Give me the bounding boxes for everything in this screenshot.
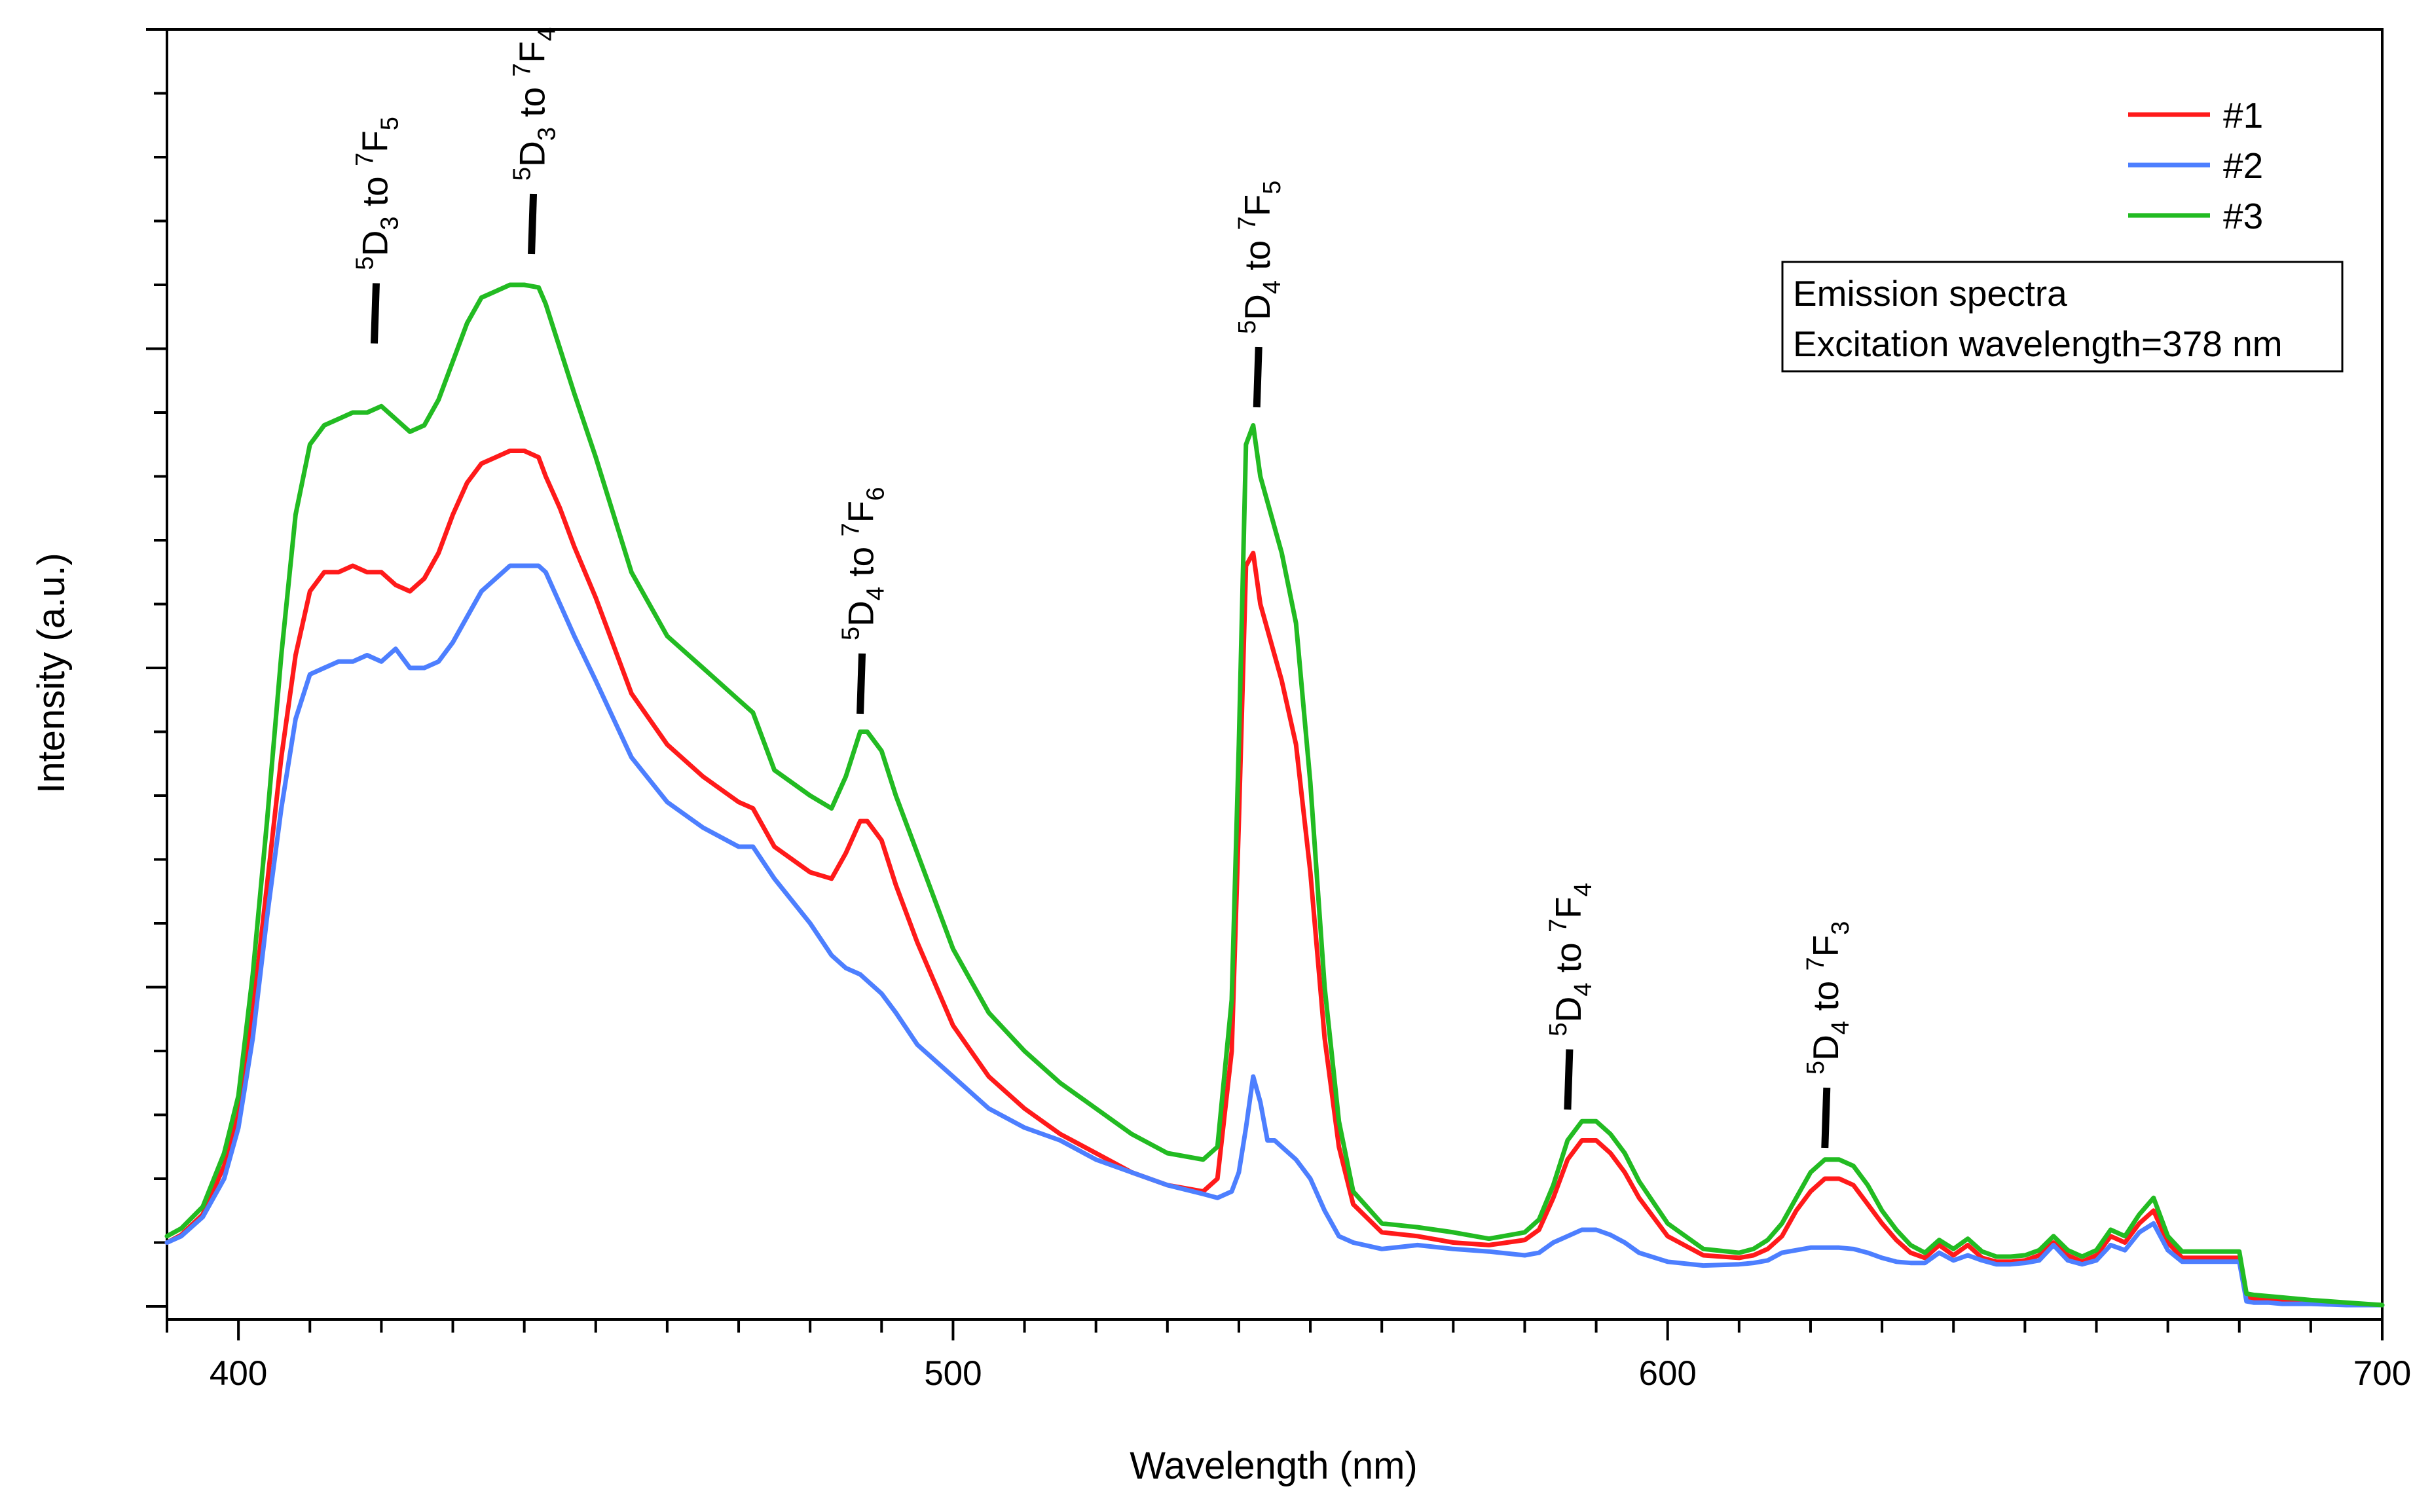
note-line-2: Excitation wavelength=378 nm [1793, 323, 2283, 364]
annotation-text-part: 7 [509, 63, 536, 77]
annotation-marker [857, 653, 866, 714]
series-line-3 [164, 282, 2385, 1308]
annotation-marker [1564, 1049, 1574, 1110]
annotation-text-part: 4 [1570, 883, 1597, 896]
series-line-1 [164, 449, 2385, 1308]
annotation-text-part: D [1548, 997, 1589, 1023]
annotation-text-part: to [1237, 230, 1278, 280]
annotation-label-1: 5D3 to 7F5 [351, 117, 403, 270]
annotation-text-part: 7 [351, 153, 378, 166]
annotation-text-part: to [1805, 971, 1846, 1021]
annotation-text-part: 4 [1570, 982, 1597, 996]
x-axis-title: Wavelength (nm) [1130, 1445, 1417, 1487]
annotation-text-part: 5 [1802, 1061, 1830, 1075]
annotation-text-part: 4 [1827, 1021, 1854, 1035]
legend-label-3: #3 [2223, 196, 2263, 236]
annotation-text-part: 5 [509, 167, 536, 181]
annotation-text-part: D [354, 230, 395, 257]
annotation-text-part: to [354, 166, 395, 216]
note-line-1: Emission spectra [1793, 273, 2067, 314]
annotation-label-6: 5D4 to 7F3 [1802, 921, 1854, 1075]
annotation-text-part: 4 [534, 28, 561, 41]
annotation-text-part: 3 [534, 127, 561, 141]
note-box: Emission spectra Excitation wavelength=37… [1781, 261, 2344, 373]
annotation-text-part: 5 [1234, 320, 1261, 334]
annotation-text-part: F [1237, 194, 1278, 217]
annotation-text-part: to [841, 537, 881, 587]
annotation-text-part: F [841, 501, 881, 523]
annotation-text-part: D [1237, 294, 1278, 320]
annotation-marker [1821, 1087, 1831, 1149]
annotation-text-part: 3 [376, 216, 403, 230]
annotation-text-part: 6 [862, 487, 890, 501]
annotation-text-part: 5 [351, 256, 378, 270]
annotation-text-part: 4 [1259, 280, 1286, 294]
x-tick-label: 500 [924, 1354, 982, 1393]
y-axis-title: Intensity (a.u.) [30, 553, 73, 793]
annotation-label-2: 5D3 to 7F4 [509, 28, 561, 181]
annotation-marker [528, 193, 538, 255]
annotation-text-part: D [512, 141, 553, 167]
annotation-text-part: F [1548, 896, 1589, 919]
annotation-text-part: to [512, 77, 553, 127]
legend-label-2: #2 [2223, 145, 2263, 186]
annotation-text-part: 7 [1545, 919, 1572, 932]
annotation-text-part: 5 [376, 117, 403, 130]
annotation-text-part: 5 [1545, 1022, 1572, 1036]
annotation-label-4: 5D4 to 7F5 [1234, 181, 1286, 334]
annotation-text-part: F [512, 41, 553, 64]
annotation-text-part: 4 [862, 587, 890, 600]
note-box-frame [1781, 261, 2344, 373]
plot-series [164, 282, 2385, 1308]
annotation-label-5: 5D4 to 7F4 [1545, 883, 1597, 1036]
annotation-text-part: 7 [838, 523, 865, 536]
annotation-text-part: 7 [1802, 957, 1830, 970]
x-tick-label: 700 [2353, 1354, 2411, 1393]
annotation-text-part: F [1805, 935, 1846, 957]
plot-frame [166, 28, 2384, 1321]
annotation-text-part: to [1548, 932, 1589, 982]
annotation-text-part: 7 [1234, 216, 1261, 230]
legend: #1 #2 #3 [2128, 95, 2263, 236]
annotation-text-part: F [354, 130, 395, 153]
x-tick-label: 600 [1638, 1354, 1696, 1393]
series-line-2 [164, 563, 2385, 1308]
annotation-marker [1253, 346, 1262, 408]
annotation-label-3: 5D4 to 7F6 [838, 487, 890, 640]
annotation-text-part: D [841, 600, 881, 627]
annotation-text-part: D [1805, 1035, 1846, 1061]
annotation-text-part: 5 [838, 627, 865, 640]
annotation-text-part: 5 [1259, 181, 1286, 194]
annotation-marker [370, 283, 380, 344]
x-tick-label: 400 [210, 1354, 267, 1393]
axes: 400 500 600 700 [146, 28, 2411, 1393]
annotation-text-part: 3 [1827, 921, 1854, 935]
legend-label-1: #1 [2223, 95, 2263, 136]
